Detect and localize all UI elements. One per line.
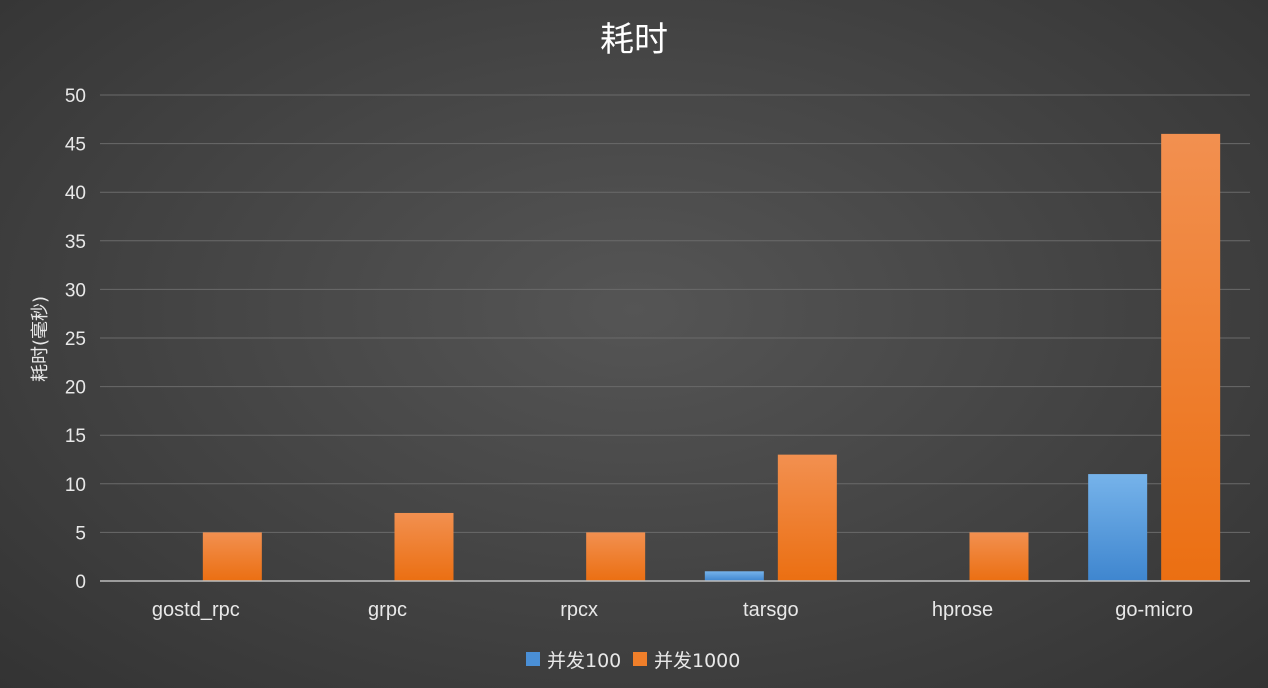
bar-grpc-series-2: [394, 512, 454, 581]
y-tick-label: 10: [65, 475, 86, 496]
y-tick-label: 25: [65, 329, 86, 350]
x-category-label: hprose: [932, 599, 993, 621]
y-axis-title: 耗时(毫秒): [30, 296, 51, 382]
y-tick-label: 5: [75, 523, 86, 544]
y-tick-label: 30: [65, 280, 86, 301]
gridlines: [100, 94, 1250, 533]
bar-hprose-series-2: [969, 532, 1029, 581]
y-tick-label: 0: [75, 572, 86, 593]
bar-tarsgo-series-2: [777, 454, 837, 581]
bar-go-micro-series-2: [1161, 133, 1221, 581]
x-category-label: rpcx: [560, 599, 598, 621]
legend-label-series-2: 并发1000: [654, 650, 740, 672]
legend-label-series-1: 并发100: [547, 650, 621, 672]
bar-rpcx-series-2: [586, 532, 646, 581]
y-axis-ticks: 0 5 10 15 20 25 30 35 40 45 50: [65, 86, 86, 593]
chart-title: 耗时: [600, 20, 668, 60]
x-category-label: go-micro: [1115, 599, 1193, 621]
y-tick-label: 35: [65, 232, 86, 253]
x-category-label: grpc: [368, 599, 407, 621]
bar-go-micro-series-1: [1088, 474, 1148, 581]
y-tick-label: 15: [65, 426, 86, 447]
x-axis-categories: gostd_rpc grpc rpcx tarsgo hprose go-micro: [152, 599, 1193, 621]
y-tick-label: 40: [65, 183, 86, 204]
x-category-label: gostd_rpc: [152, 599, 240, 621]
legend: 并发100 并发1000: [526, 650, 740, 672]
bars: [202, 133, 1221, 581]
y-tick-label: 45: [65, 135, 86, 156]
bar-gostd_rpc-series-2: [202, 532, 262, 581]
y-tick-label: 50: [65, 86, 86, 107]
legend-swatch-series-1: [526, 652, 540, 666]
x-category-label: tarsgo: [743, 599, 799, 621]
legend-swatch-series-2: [633, 652, 647, 666]
y-tick-label: 20: [65, 378, 86, 399]
bar-tarsgo-series-1: [704, 571, 764, 581]
